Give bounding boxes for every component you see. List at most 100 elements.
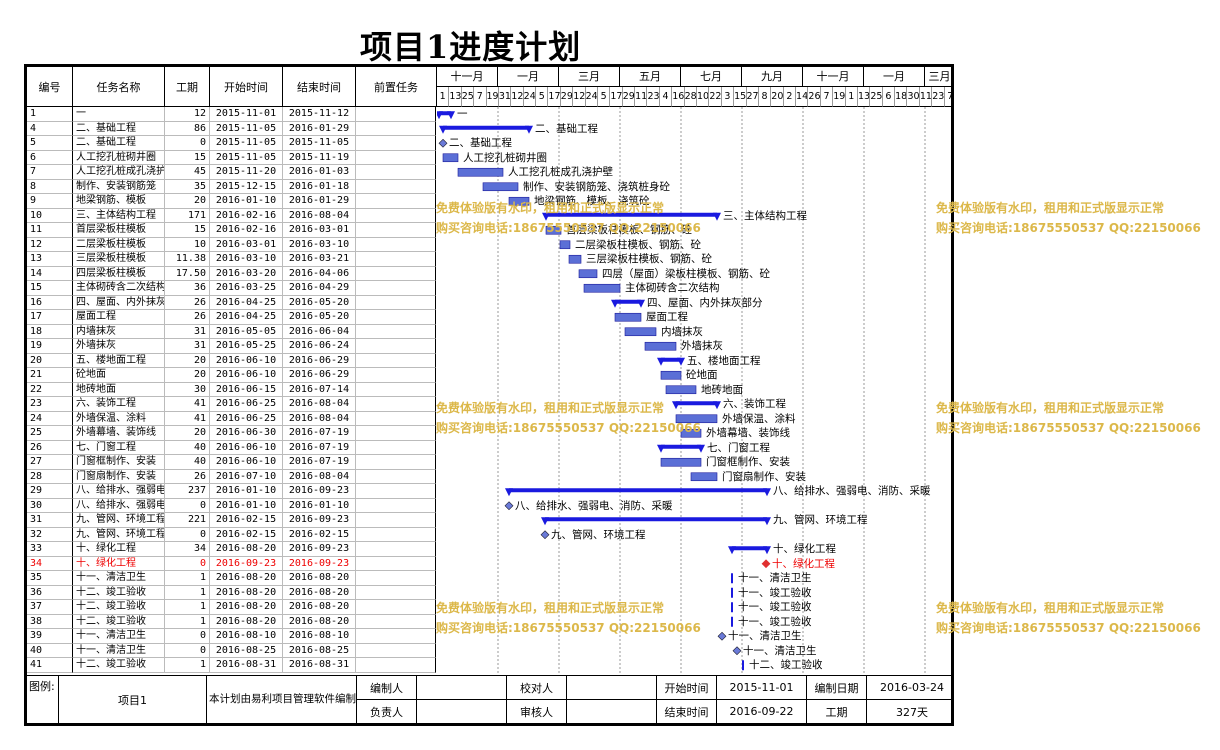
owner-label: 负责人 xyxy=(357,699,417,723)
milestone-marker xyxy=(732,646,742,656)
cell-dur: 35 xyxy=(165,179,210,194)
timescale-day: 27 xyxy=(746,87,759,107)
cell-start: 2016-06-25 xyxy=(210,397,283,412)
approver-value xyxy=(567,699,657,723)
summary-cap xyxy=(525,125,533,134)
cell-dur: 1 xyxy=(165,658,210,673)
cell-end: 2016-03-10 xyxy=(283,237,356,252)
cell-dur: 40 xyxy=(165,455,210,470)
cell-id: 10 xyxy=(27,208,73,223)
cell-name: 内墙抹灰 xyxy=(73,324,165,339)
cell-start: 2016-05-05 xyxy=(210,324,283,339)
watermark-6: 免费体验版有水印，租用和正式版显示正常 购买咨询电话:18675550537 QQ… xyxy=(936,601,1201,635)
bar-label: 二、基础工程 xyxy=(535,122,598,135)
timescale-day: 31 xyxy=(498,87,512,107)
table-row: 35 十一、清洁卫生 1 2016-08-20 2016-08-20 xyxy=(27,571,437,586)
summary-bar xyxy=(661,357,681,362)
cell-end: 2016-06-29 xyxy=(283,353,356,368)
cell-end: 2016-05-20 xyxy=(283,295,356,310)
cell-id: 12 xyxy=(27,237,73,252)
cell-start: 2016-08-20 xyxy=(210,571,283,586)
timescale-day: 1 xyxy=(437,87,450,107)
cell-start: 2016-02-15 xyxy=(210,527,283,542)
cell-end: 2016-01-03 xyxy=(283,165,356,180)
cell-id: 31 xyxy=(27,513,73,528)
cell-start: 2016-04-25 xyxy=(210,310,283,325)
timescale-day: 7 xyxy=(474,87,487,107)
timescale-day: 19 xyxy=(833,87,846,107)
table-row: 19 外墙抹灰 31 2016-05-25 2016-06-24 xyxy=(27,339,437,354)
cell-pre xyxy=(356,498,436,513)
cell-dur: 0 xyxy=(165,136,210,151)
cell-id: 36 xyxy=(27,585,73,600)
task-bar xyxy=(568,254,582,264)
cell-pre xyxy=(356,426,436,441)
timescale-day: 13 xyxy=(857,87,871,107)
cell-end: 2016-08-04 xyxy=(283,208,356,223)
cell-name: 六、装饰工程 xyxy=(73,397,165,412)
cell-end: 2016-01-18 xyxy=(283,179,356,194)
cell-dur: 1 xyxy=(165,600,210,615)
timescale-day: 14 xyxy=(796,87,809,107)
cell-name: 十一、清洁卫生 xyxy=(73,643,165,658)
cell-dur: 41 xyxy=(165,397,210,412)
cell-pre xyxy=(356,266,436,281)
cell-id: 21 xyxy=(27,368,73,383)
col-header-id: 编号 xyxy=(27,67,73,107)
cell-pre xyxy=(356,484,436,499)
cell-id: 7 xyxy=(27,165,73,180)
bar-label: 砼地面 xyxy=(686,369,718,382)
timescale-day: 28 xyxy=(684,87,697,107)
cell-name: 二、基础工程 xyxy=(73,121,165,136)
end-label: 结束时间 xyxy=(657,699,717,723)
cell-start: 2016-03-25 xyxy=(210,281,283,296)
cell-end: 2016-01-29 xyxy=(283,121,356,136)
cell-start: 2016-06-10 xyxy=(210,440,283,455)
summary-bar xyxy=(546,212,717,217)
cell-id: 25 xyxy=(27,426,73,441)
cell-start: 2016-08-20 xyxy=(210,585,283,600)
cell-start: 2016-06-30 xyxy=(210,426,283,441)
cell-pre xyxy=(356,542,436,557)
table-row: 13 三层梁板柱模板 11.38 2016-03-10 2016-03-21 xyxy=(27,252,437,267)
cell-dur: 20 xyxy=(165,353,210,368)
cell-end: 2016-09-23 xyxy=(283,513,356,528)
cell-dur: 34 xyxy=(165,542,210,557)
timescale-day: 24 xyxy=(523,87,537,107)
cell-end: 2015-11-12 xyxy=(283,107,356,122)
cell-dur: 1 xyxy=(165,571,210,586)
table-row: 1 一 12 2015-11-01 2015-11-12 xyxy=(27,107,437,122)
bar-label: 外墙抹灰 xyxy=(681,340,723,353)
watermark-1: 免费体验版有水印，租用和正式版显示正常 购买咨询电话:18675550537 QQ… xyxy=(436,201,701,235)
cell-name: 十、绿化工程 xyxy=(73,556,165,571)
summary-cap xyxy=(713,212,721,221)
reviewer-value xyxy=(567,675,657,699)
cell-id: 1 xyxy=(27,107,73,122)
cell-name: 九、管网、环境工程 xyxy=(73,513,165,528)
cell-dur: 40 xyxy=(165,440,210,455)
col-header-name: 任务名称 xyxy=(73,67,165,107)
cell-end: 2016-09-23 xyxy=(283,556,356,571)
cell-start: 2016-02-15 xyxy=(210,513,283,528)
cell-end: 2016-07-19 xyxy=(283,455,356,470)
table-row: 9 地梁钢筋、模板 20 2016-01-10 2016-01-29 xyxy=(27,194,437,209)
summary-cap xyxy=(542,212,550,221)
timescale-day: 12 xyxy=(511,87,524,107)
cell-dur: 86 xyxy=(165,121,210,136)
cell-pre xyxy=(356,527,436,542)
bar-label: 门窗框制作、安装 xyxy=(706,456,790,469)
cell-name: 外墙抹灰 xyxy=(73,339,165,354)
col-header-duration: 工期 xyxy=(165,67,210,107)
task-bar xyxy=(457,167,504,177)
reviewer-label: 校对人 xyxy=(507,675,567,699)
table-row: 18 内墙抹灰 31 2016-05-05 2016-06-04 xyxy=(27,324,437,339)
timescale-day: 11 xyxy=(635,87,648,107)
footer: 图例: 项目1 本计划由易利项目管理软件编制 编制人 校对人 开始时间 2015… xyxy=(27,675,951,723)
bar-label: 十一、清洁卫生 xyxy=(728,630,802,643)
milestone-marker xyxy=(761,559,771,569)
table-row: 20 五、楼地面工程 20 2016-06-10 2016-06-29 xyxy=(27,353,437,368)
timescale-day: 7 xyxy=(944,87,951,107)
date-value: 2016-03-24 xyxy=(867,675,951,699)
summary-cap xyxy=(763,488,771,497)
